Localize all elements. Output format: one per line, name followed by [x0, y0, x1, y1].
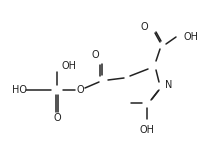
Text: OH: OH [139, 125, 154, 135]
Text: O: O [53, 113, 61, 123]
Text: O: O [140, 22, 148, 32]
Text: OH: OH [61, 61, 76, 71]
Text: O: O [91, 50, 99, 60]
Text: O: O [76, 85, 84, 95]
Text: N: N [165, 80, 172, 90]
Text: HO: HO [12, 85, 27, 95]
Text: OH: OH [184, 32, 199, 42]
